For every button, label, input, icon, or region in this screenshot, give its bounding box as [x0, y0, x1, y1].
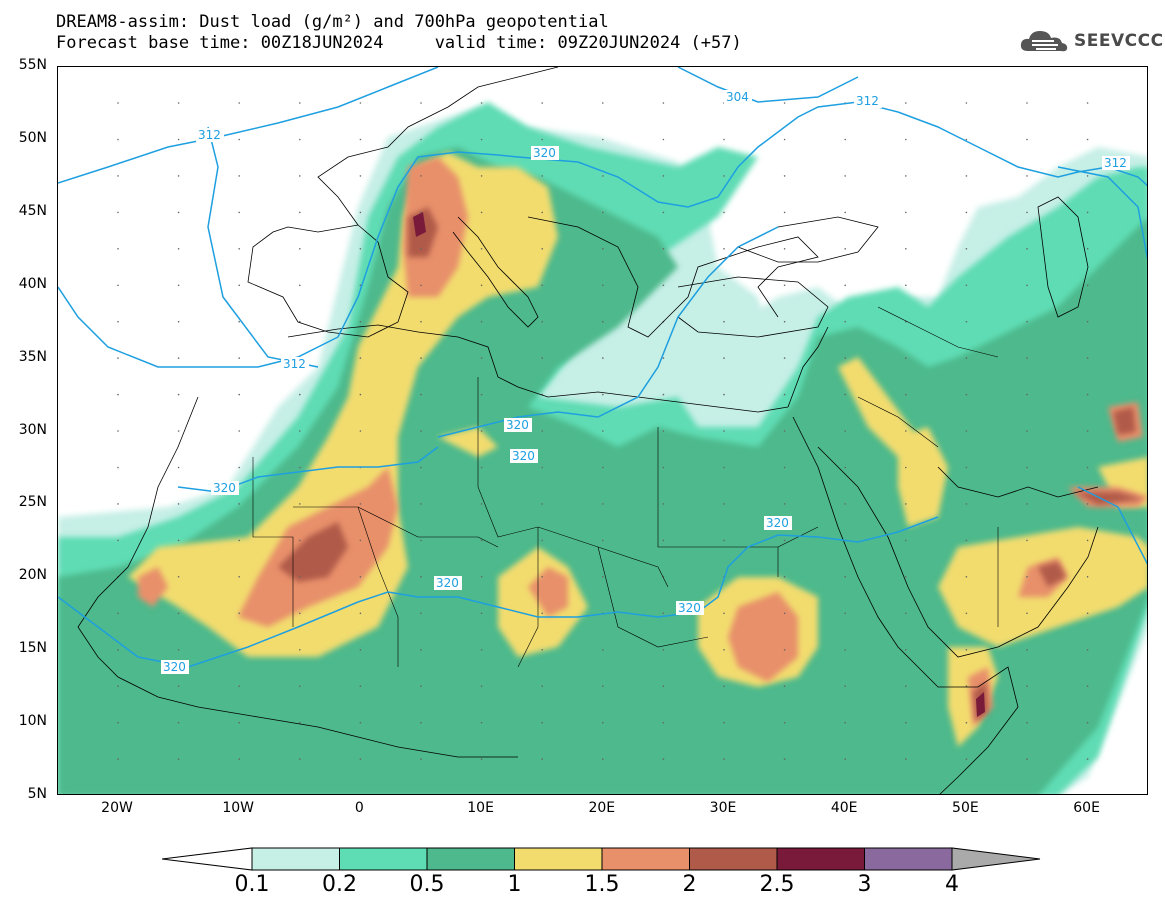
contour-label: 320 [512, 449, 535, 463]
cloud-icon [1020, 31, 1068, 52]
contour-label-bg [510, 449, 538, 463]
contour-label-bg [1102, 156, 1130, 170]
colorbar-level-label: 0.2 [322, 872, 357, 897]
contour-label: 320 [213, 481, 236, 495]
colorbar-swatch [776, 847, 865, 871]
contour-label: 320 [533, 146, 556, 160]
dust-field [58, 102, 1147, 794]
lat-label: 50N [18, 129, 47, 146]
colorbar-level-label: 1 [507, 872, 522, 897]
colorbar-level-label: 2 [682, 872, 697, 897]
chart-subtitle: Forecast base time: 00Z18JUN2024 valid t… [56, 33, 742, 53]
colorbar-swatch [251, 847, 340, 871]
lat-label: 5N [27, 786, 47, 802]
contour-label-bg [434, 576, 462, 590]
lat-label: 10N [18, 713, 47, 730]
coastlines [77, 67, 1099, 794]
lon-label: 50E [952, 800, 979, 816]
colorbar-swatch [601, 847, 690, 871]
contour-label: 312 [856, 94, 879, 108]
colorbar-level-label: 0.5 [409, 872, 445, 897]
map-frame: 304 312 312 312 312 320 320 320 320 320 320 320 320 [57, 66, 1148, 795]
contour-label-bg [676, 601, 704, 615]
lat-label: 20N [18, 567, 47, 584]
contour-label: 320 [678, 601, 701, 615]
lon-label: 20E [588, 800, 616, 816]
colorbar-swatch [514, 847, 603, 871]
contour-label: 312 [1104, 156, 1127, 170]
contour-label: 320 [163, 660, 186, 674]
contour-label-bg [281, 357, 309, 371]
contour-label-group: 304 312 312 312 312 320 320 320 320 320 320 320 320 [161, 90, 1130, 674]
dust-level-2.5 [413, 212, 985, 717]
contour-label: 320 [436, 576, 459, 590]
contour-label: 312 [198, 128, 221, 142]
contour-label-bg [854, 94, 882, 108]
contour-label: 320 [766, 516, 789, 530]
contour-label-bg [724, 90, 752, 104]
colorbar-swatch [864, 847, 953, 871]
colorbar-swatch [689, 847, 778, 871]
contour-label-bg [211, 481, 239, 495]
colorbar-lower-arrow [162, 847, 253, 871]
contour-label-bg [504, 418, 532, 432]
lat-label: 55N [18, 57, 47, 73]
colorbar-level-label: 1.5 [584, 872, 620, 897]
colorbar-level-label: 2.5 [759, 872, 795, 897]
lat-label: 40N [18, 275, 47, 292]
chart-title: DREAM8-assim: Dust load (g/m²) and 700hP… [56, 12, 609, 32]
geopotential-contours [58, 67, 1147, 668]
contour-label: 312 [283, 357, 306, 371]
lon-label: 10E [467, 800, 494, 816]
lat-label: 25N [18, 494, 47, 511]
lat-label: 15N [18, 640, 47, 657]
colorbar-swatch [426, 847, 515, 871]
lat-label: 35N [18, 348, 47, 365]
logo-text: SEEVCCC [1074, 31, 1164, 51]
lon-label: 10W [222, 800, 255, 816]
lon-label: 20W [101, 800, 133, 816]
lon-label: 30E [709, 800, 737, 816]
colorbar [162, 847, 1041, 871]
lat-label: 45N [18, 202, 47, 219]
lon-label: 0 [354, 800, 364, 816]
contour-label: 304 [726, 90, 749, 104]
contour-312-west [207, 126, 319, 368]
colorbar-level-label: 3 [857, 872, 872, 897]
seevccc-logo: SEEVCCC [1018, 26, 1164, 56]
lon-label: 60E [1073, 800, 1100, 816]
borders [252, 306, 999, 668]
contour-label-bg [531, 146, 559, 160]
contour-label-bg [764, 516, 792, 530]
colorbar-upper-arrow [951, 847, 1041, 871]
contour-label-bg [196, 128, 224, 142]
dust-map: 304 312 312 312 312 320 320 320 320 320 320 320 320 [58, 67, 1147, 794]
contour-label: 320 [506, 418, 529, 432]
contour-label-bg [161, 660, 189, 674]
colorbar-level-label: 4 [945, 872, 959, 897]
lon-label: 40E [830, 800, 858, 816]
colorbar-swatch [339, 847, 428, 871]
lat-label: 30N [18, 421, 47, 438]
colorbar-level-label: 0.1 [234, 872, 270, 897]
